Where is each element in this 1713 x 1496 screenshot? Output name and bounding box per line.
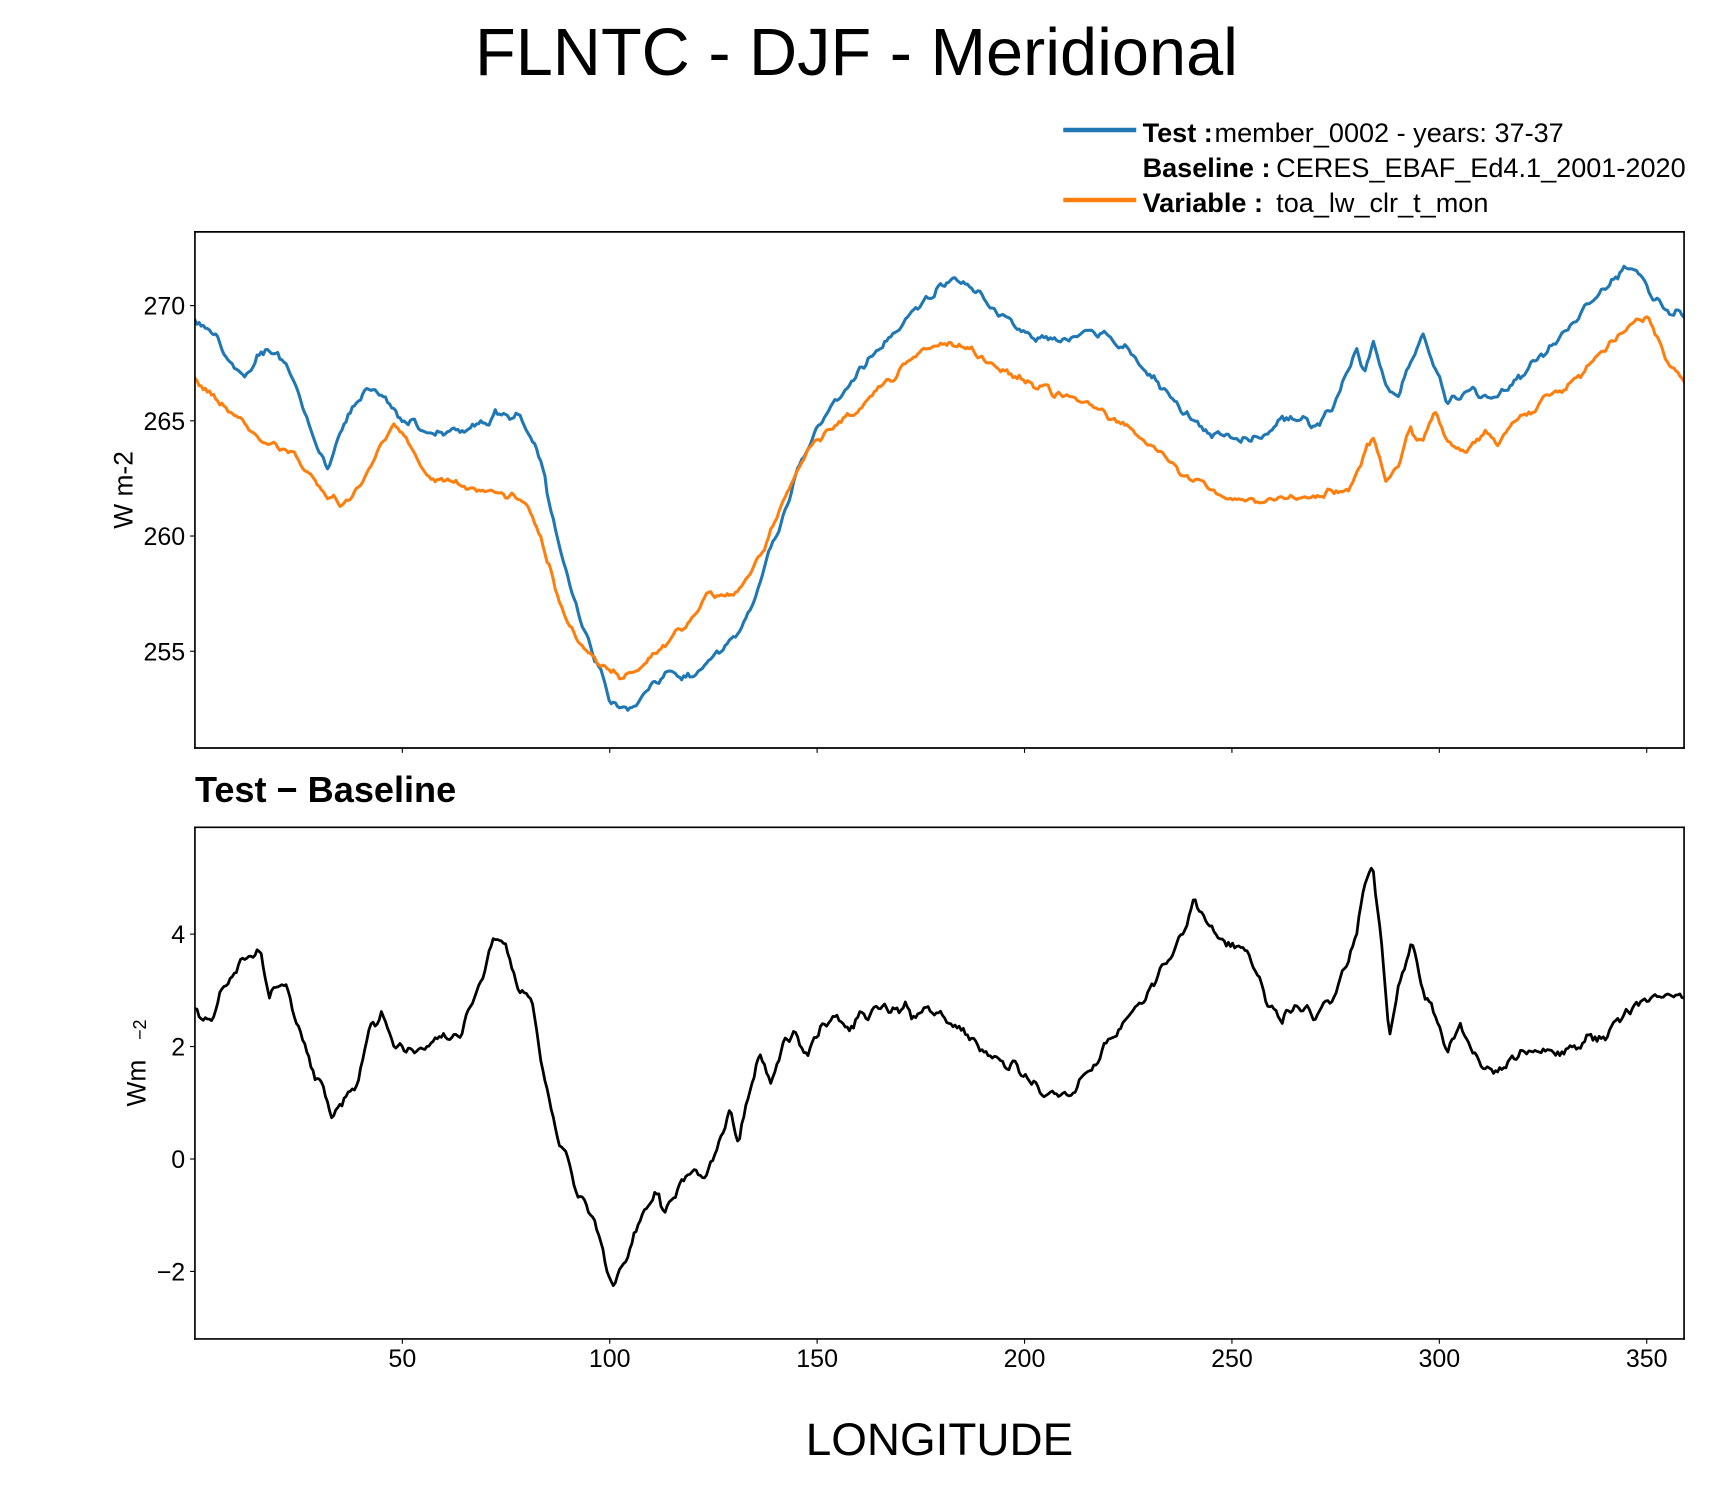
svg-text:100: 100 <box>589 1345 631 1373</box>
svg-text:265: 265 <box>143 408 185 436</box>
svg-text:270: 270 <box>143 293 185 321</box>
svg-text:50: 50 <box>388 1345 416 1373</box>
svg-text:−2: −2 <box>130 1019 150 1040</box>
svg-text:250: 250 <box>1211 1345 1253 1373</box>
svg-text:CERES_EBAF_Ed4.1_2001-2020: CERES_EBAF_Ed4.1_2001-2020 <box>1276 152 1685 183</box>
svg-text:0: 0 <box>171 1146 185 1174</box>
svg-text:Wm: Wm <box>122 1060 152 1107</box>
svg-text:150: 150 <box>796 1345 838 1373</box>
svg-text:FLNTC - DJF - Meridional: FLNTC - DJF - Meridional <box>475 16 1238 90</box>
svg-text:toa_lw_clr_t_mon: toa_lw_clr_t_mon <box>1276 187 1488 218</box>
svg-text:Variable :: Variable : <box>1143 187 1263 218</box>
svg-text:350: 350 <box>1626 1345 1668 1373</box>
svg-text:member_0002 - years: 37-37: member_0002 - years: 37-37 <box>1215 117 1564 148</box>
svg-text:255: 255 <box>143 638 185 666</box>
svg-text:Test :: Test : <box>1143 117 1213 148</box>
svg-text:W m-2: W m-2 <box>108 451 138 529</box>
svg-text:200: 200 <box>1004 1345 1046 1373</box>
svg-text:260: 260 <box>143 523 185 551</box>
svg-text:LONGITUDE: LONGITUDE <box>806 1414 1073 1465</box>
svg-text:Baseline :: Baseline : <box>1143 152 1271 183</box>
svg-text:300: 300 <box>1418 1345 1460 1373</box>
svg-text:4: 4 <box>171 921 185 949</box>
svg-text:2: 2 <box>171 1034 185 1062</box>
svg-text:Test − Baseline: Test − Baseline <box>195 769 456 810</box>
svg-text:−2: −2 <box>157 1259 186 1287</box>
